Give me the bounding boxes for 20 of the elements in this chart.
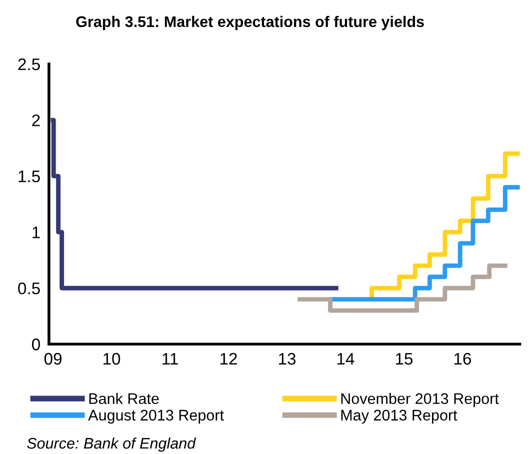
x-tick-label: 10	[104, 352, 120, 365]
legend-label: May 2013 Report	[341, 410, 458, 424]
y-tick-label: 0.5	[18, 282, 40, 294]
legend-label: November 2013 Report	[341, 392, 499, 408]
x-tick-label: 09	[44, 352, 62, 365]
x-tick-label: 16	[454, 352, 471, 365]
y-tick-label: 2	[32, 114, 40, 126]
y-tick-label: 0	[32, 338, 40, 350]
x-tick-label: 12	[220, 352, 237, 365]
source-note: Source: Bank of England	[27, 437, 196, 452]
legend-label: August 2013 Report	[88, 410, 224, 424]
x-tick-label: 14	[337, 353, 354, 365]
x-tick-label: 15	[396, 353, 413, 365]
y-tick-label: 2.5	[18, 58, 40, 70]
y-tick-label: 1	[32, 226, 40, 238]
x-tick-label: 11	[162, 353, 178, 365]
y-tick-label: 1.5	[18, 170, 40, 182]
chart-title: Graph 3.51: Market expectations of future yields	[76, 16, 424, 30]
x-tick-label: 13	[278, 352, 296, 365]
legend-label: Bank Rate	[89, 392, 159, 404]
